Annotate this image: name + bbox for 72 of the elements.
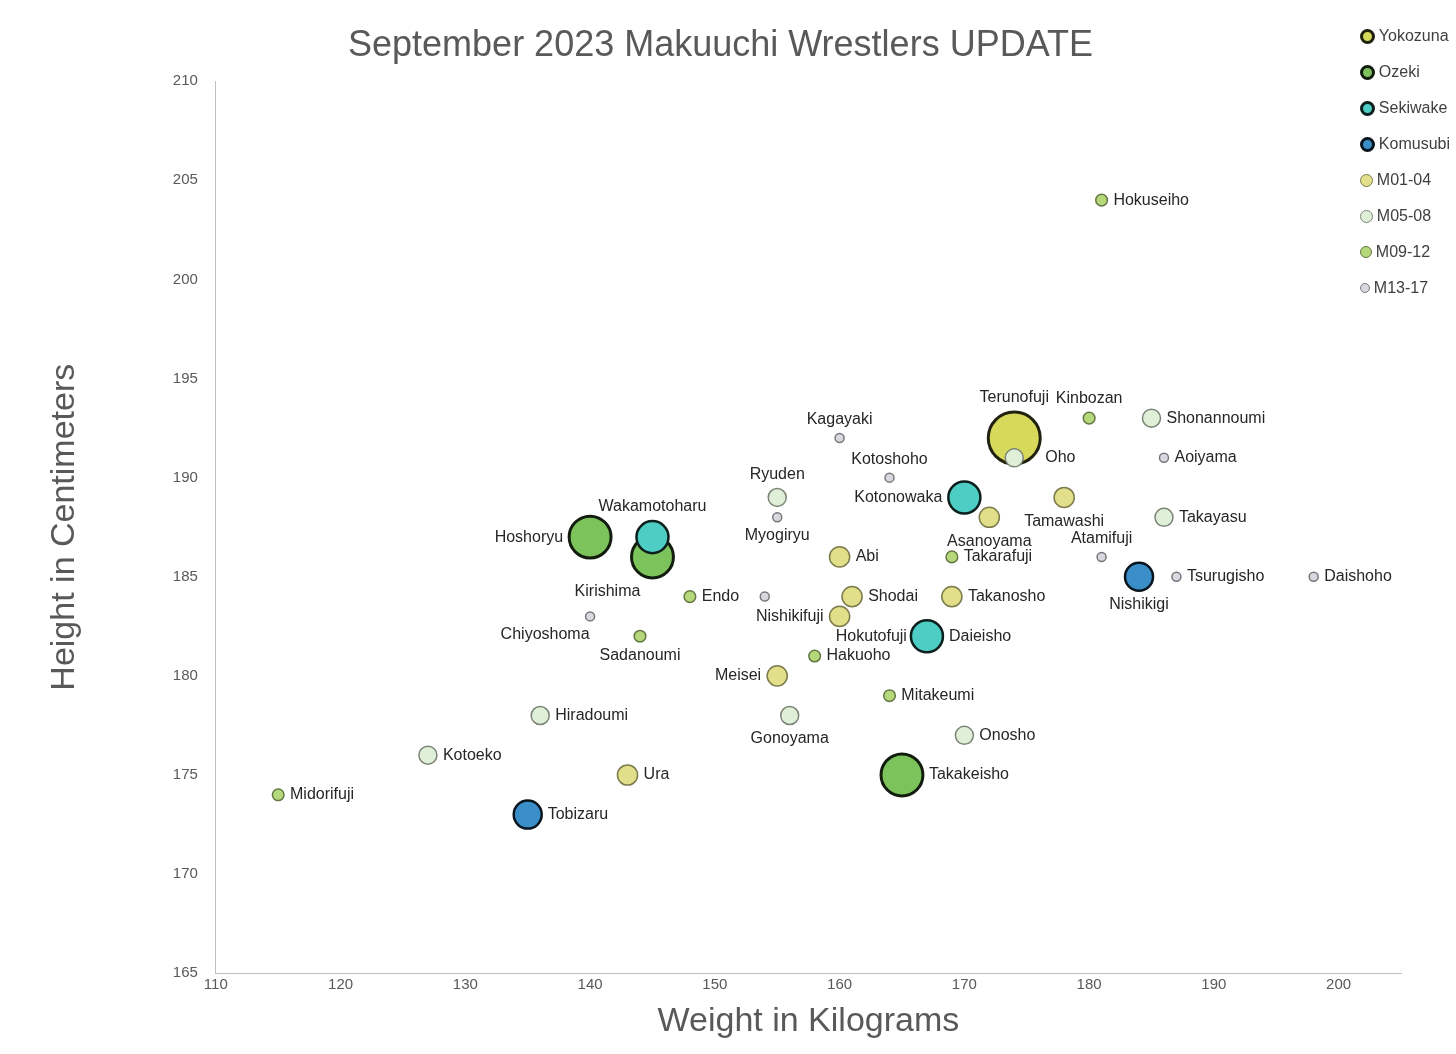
data-label: Hakuoho [826,646,891,664]
data-label: Hiradoumi [555,705,629,723]
legend-label: Yokozuna [1378,27,1449,45]
data-label: Tamawashi [1024,511,1105,529]
x-tick-label: 140 [577,975,603,993]
y-tick-label: 170 [172,864,198,882]
legend-label: Ozeki [1378,63,1420,81]
x-axis-title: Weight in Kilograms [657,999,960,1038]
chart-title: September 2023 Makuuchi Wrestlers UPDATE [348,22,1093,64]
data-label: Shodai [868,586,918,604]
y-tick-label: 190 [172,467,198,485]
data-label: Ryuden [749,464,805,482]
data-label: Takayasu [1178,507,1247,525]
data-label: Daishoho [1324,567,1392,585]
y-tick-label: 180 [172,666,198,684]
legend-label: Komusubi [1378,135,1450,153]
data-label: Oho [1045,448,1076,466]
x-tick-label: 130 [452,975,478,993]
data-label: Hokuseiho [1113,190,1190,208]
data-label: Takakeisho [928,765,1010,783]
x-tick-label: 180 [1076,975,1102,993]
x-tick-label: 170 [951,975,977,993]
data-label: Tsurugisho [1186,567,1265,585]
data-label: Sadanoumi [599,646,681,664]
data-label: Chiyoshoma [500,625,590,643]
x-tick-label: 120 [328,975,354,993]
data-label: Abi [855,547,879,565]
y-tick-label: 175 [172,765,198,783]
legend-label: M13-17 [1373,279,1429,297]
y-tick-label: 210 [172,71,198,89]
data-label: Kotoeko [442,745,502,763]
data-label: Daieisho [948,626,1012,644]
data-label: Aoiyama [1174,448,1237,466]
data-label: Onosho [979,725,1036,743]
legend-label: M05-08 [1376,207,1432,225]
data-label: Meisei [714,666,762,684]
y-axis-title: Height in Centimeters [42,363,81,691]
x-tick-label: 160 [827,975,853,993]
data-label: Midorifuji [290,785,355,803]
data-label: Kirishima [574,582,641,600]
data-label: Kagayaki [806,409,873,427]
data-label: Mitakeumi [901,686,975,704]
data-label: Ura [643,765,670,783]
data-label: Endo [701,586,740,604]
data-label: Tobizaru [547,805,609,823]
legend-label: M01-04 [1376,171,1432,189]
data-label: Hoshoryu [494,527,564,545]
legend-label: M09-12 [1375,243,1431,261]
data-label: Shonannoumi [1166,408,1266,426]
y-tick-label: 205 [172,170,198,188]
data-label: Nishikifuji [755,606,824,624]
data-label: Terunofuji [979,388,1049,406]
y-tick-label: 195 [172,368,198,386]
x-tick-label: 150 [702,975,728,993]
x-tick-label: 200 [1326,975,1352,993]
data-label: Asanoyama [947,531,1032,549]
data-label: Kotonowaka [854,487,943,505]
data-label: Kinbozan [1055,388,1123,406]
y-tick-label: 185 [172,566,198,584]
data-label: Takanosho [967,586,1046,604]
data-label: Nishikigi [1109,595,1169,613]
y-tick-label: 200 [172,269,198,287]
x-tick-label: 190 [1201,975,1227,993]
data-label: Atamifuji [1070,528,1133,546]
legend-label: Sekiwake [1378,99,1448,117]
data-label: Myogiryu [744,526,810,544]
x-tick-label: 110 [203,975,228,993]
annotation: Hokutofuji [835,626,907,644]
y-tick-label: 165 [172,963,198,981]
data-label: Gonoyama [750,728,829,746]
data-label: Kotoshoho [851,449,928,467]
data-label: Wakamotoharu [598,497,707,515]
